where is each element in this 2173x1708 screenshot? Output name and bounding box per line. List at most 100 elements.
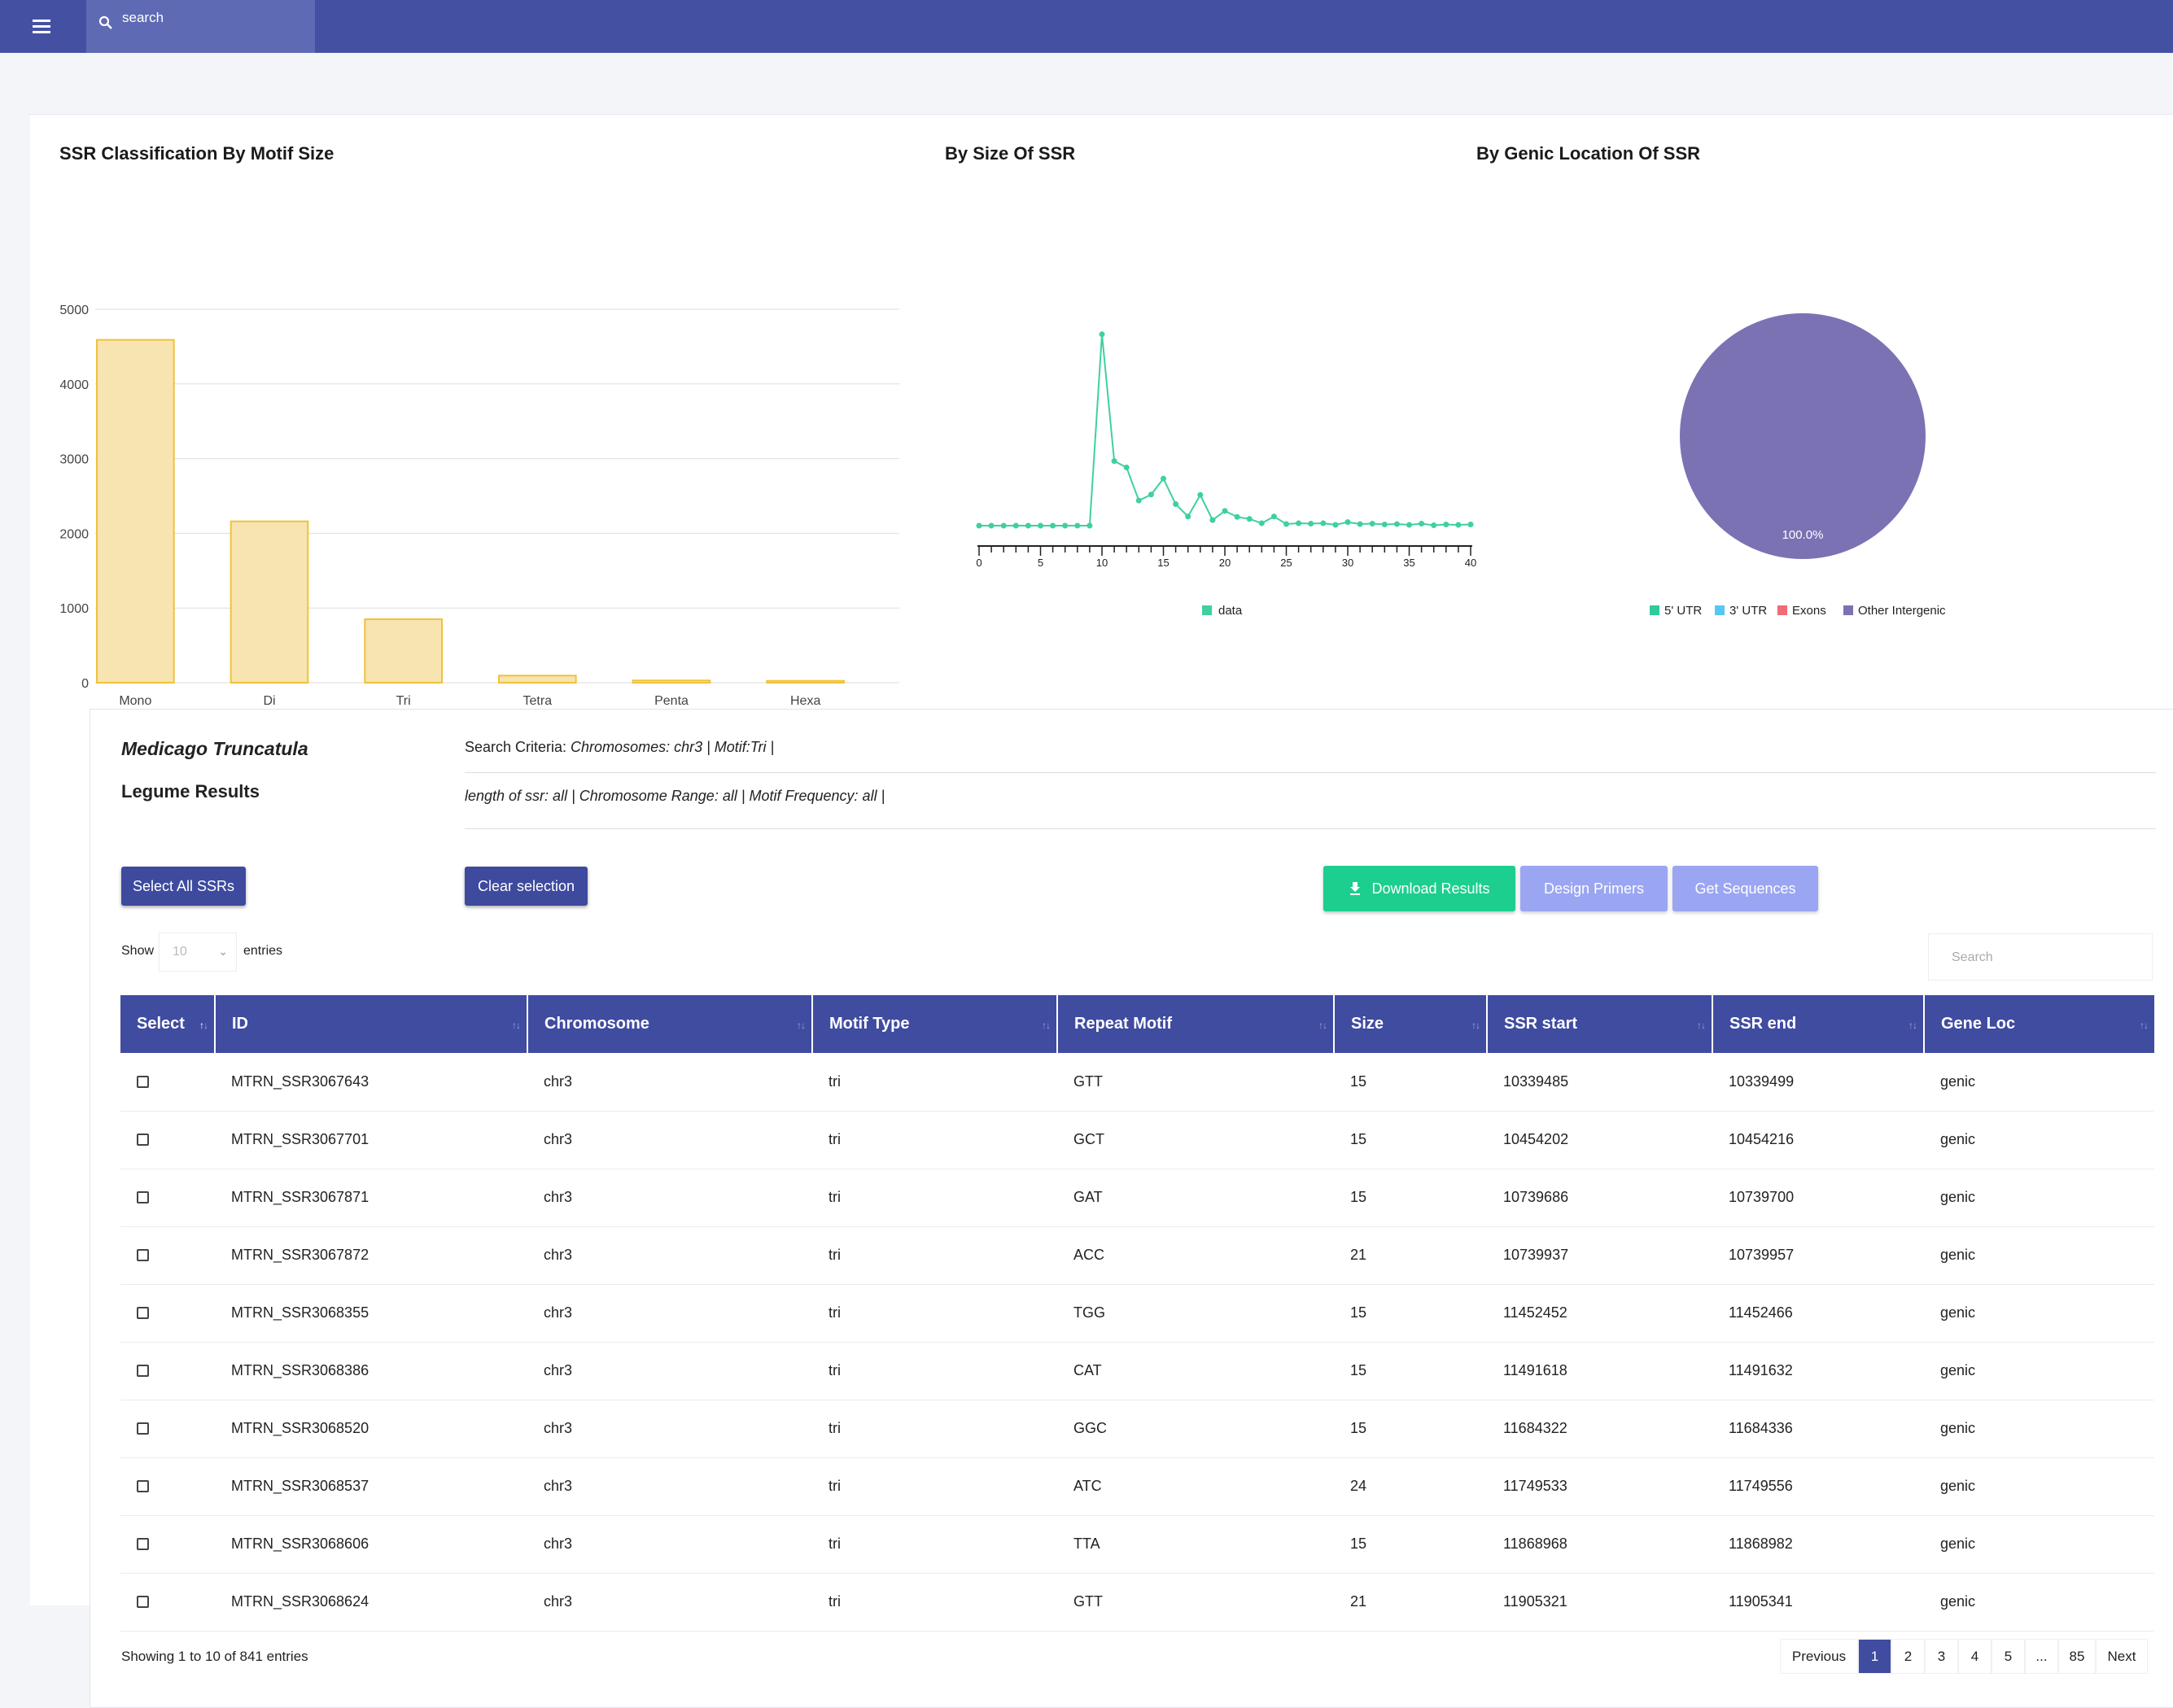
x-tick-label: Mono [119, 694, 151, 708]
data-point [1135, 497, 1142, 504]
x-tick-label: 35 [1403, 557, 1414, 569]
table-cell: MTRN_SSR3067643 [215, 1053, 527, 1112]
page-button[interactable]: 2 [1891, 1639, 1925, 1674]
previous-page-button[interactable]: Previous [1780, 1639, 1858, 1674]
legend-label: Exons [1792, 604, 1826, 618]
row-checkbox[interactable] [137, 1596, 149, 1608]
design-primers-button[interactable]: Design Primers [1520, 866, 1668, 911]
column-header-label: Size [1351, 1015, 1384, 1033]
table-cell: 10454202 [1487, 1111, 1712, 1169]
table-cell: ATC [1057, 1457, 1334, 1516]
x-tick-label: 10 [1096, 557, 1108, 569]
data-point [1443, 522, 1449, 528]
table-cell: 11684322 [1487, 1400, 1712, 1458]
search-criteria: Search Criteria: Chromosomes: chr3 | Mot… [465, 739, 774, 756]
data-point [1123, 464, 1130, 470]
y-tick-label: 3000 [59, 453, 89, 467]
x-tick-label: 30 [1342, 557, 1353, 569]
column-header[interactable]: Chromosome ↑↓ [527, 995, 813, 1053]
table-cell: MTRN_SSR3067871 [215, 1169, 527, 1227]
row-checkbox[interactable] [137, 1538, 149, 1550]
table-row: MTRN_SSR3068520 chr3 tri GGC 15 11684322 11684… [120, 1400, 2154, 1458]
data-point [1308, 521, 1314, 527]
page-button[interactable]: 3 [1925, 1639, 1958, 1674]
row-checkbox[interactable] [137, 1249, 149, 1261]
data-point [976, 522, 982, 529]
column-header-label: ID [232, 1015, 248, 1033]
x-tick-label: 25 [1280, 557, 1292, 569]
sort-icon: ↑↓ [1042, 1020, 1051, 1031]
row-checkbox[interactable] [137, 1134, 149, 1146]
page-button[interactable]: ... [2025, 1639, 2058, 1674]
table-cell: CAT [1057, 1342, 1334, 1400]
main-card: SSR Classification By Motif Size 0 1000 20… [30, 114, 2173, 1708]
table-cell: 15 [1334, 1284, 1487, 1343]
table-cell: MTRN_SSR3067701 [215, 1111, 527, 1169]
criteria-label: Search Criteria: [465, 739, 571, 755]
data-point [1270, 513, 1277, 520]
bar [498, 675, 577, 684]
table-cell: GGC [1057, 1400, 1334, 1458]
data-point [1467, 522, 1474, 528]
entries-select[interactable]: 10 ⌄ [159, 933, 237, 972]
column-header[interactable]: ID ↑↓ [215, 995, 528, 1053]
page-button[interactable]: 1 [1858, 1639, 1891, 1674]
column-header[interactable]: Select ↑↓ [120, 995, 216, 1053]
table-cell: 15 [1334, 1053, 1487, 1112]
table-cell: 15 [1334, 1342, 1487, 1400]
clear-selection-button[interactable]: Clear selection [465, 867, 588, 906]
page-button[interactable]: 5 [1992, 1639, 2025, 1674]
select-cell [120, 1111, 215, 1169]
next-page-button[interactable]: Next [2096, 1639, 2148, 1674]
table-search-input[interactable]: Search [1928, 933, 2153, 981]
table-cell: GCT [1057, 1111, 1334, 1169]
table-cell: 10739700 [1712, 1169, 1924, 1227]
data-point [1173, 501, 1179, 508]
download-results-button[interactable]: Download Results [1323, 866, 1515, 911]
select-cell [120, 1457, 215, 1516]
search-input[interactable]: search [86, 0, 315, 53]
table-cell: 11868982 [1712, 1515, 1924, 1574]
row-checkbox[interactable] [137, 1480, 149, 1492]
y-tick-label: 4000 [59, 378, 89, 392]
column-header[interactable]: SSR start ↑↓ [1487, 995, 1713, 1053]
row-checkbox[interactable] [137, 1422, 149, 1435]
table-cell: genic [1924, 1053, 2154, 1112]
page-button[interactable]: 4 [1958, 1639, 1992, 1674]
menu-icon[interactable] [26, 11, 57, 42]
table-cell: 21 [1334, 1226, 1487, 1285]
page-button[interactable]: 85 [2058, 1639, 2096, 1674]
table-cell: chr3 [527, 1284, 812, 1343]
table-cell: 15 [1334, 1400, 1487, 1458]
column-header[interactable]: Gene Loc ↑↓ [1924, 995, 2154, 1053]
table-cell: chr3 [527, 1111, 812, 1169]
table-cell: ACC [1057, 1226, 1334, 1285]
row-checkbox[interactable] [137, 1307, 149, 1319]
table-cell: chr3 [527, 1573, 812, 1632]
row-checkbox[interactable] [137, 1075, 149, 1088]
column-header[interactable]: Size ↑↓ [1334, 995, 1488, 1053]
data-point [1111, 458, 1117, 465]
column-header[interactable]: Repeat Motif ↑↓ [1057, 995, 1335, 1053]
data-point [1062, 522, 1069, 529]
column-header[interactable]: SSR end ↑↓ [1712, 995, 1925, 1053]
sort-icon: ↑↓ [797, 1020, 806, 1031]
get-sequences-button[interactable]: Get Sequences [1672, 866, 1818, 911]
row-checkbox[interactable] [137, 1191, 149, 1203]
data-point [1197, 491, 1204, 498]
data-point [1038, 522, 1043, 529]
y-tick-label: 2000 [59, 527, 89, 541]
search-icon [98, 15, 112, 29]
table-cell: 15 [1334, 1111, 1487, 1169]
table-cell: genic [1924, 1515, 2154, 1574]
select-all-button[interactable]: Select All SSRs [121, 867, 246, 906]
table-cell: 10454216 [1712, 1111, 1924, 1169]
entries-label: entries [243, 944, 283, 958]
column-header[interactable]: Motif Type ↑↓ [812, 995, 1058, 1053]
table-cell: chr3 [527, 1342, 812, 1400]
select-cell [120, 1342, 215, 1400]
table-cell: MTRN_SSR3068386 [215, 1342, 527, 1400]
table-cell: 10739686 [1487, 1169, 1712, 1227]
row-checkbox[interactable] [137, 1365, 149, 1377]
x-tick-label: 40 [1465, 557, 1476, 569]
